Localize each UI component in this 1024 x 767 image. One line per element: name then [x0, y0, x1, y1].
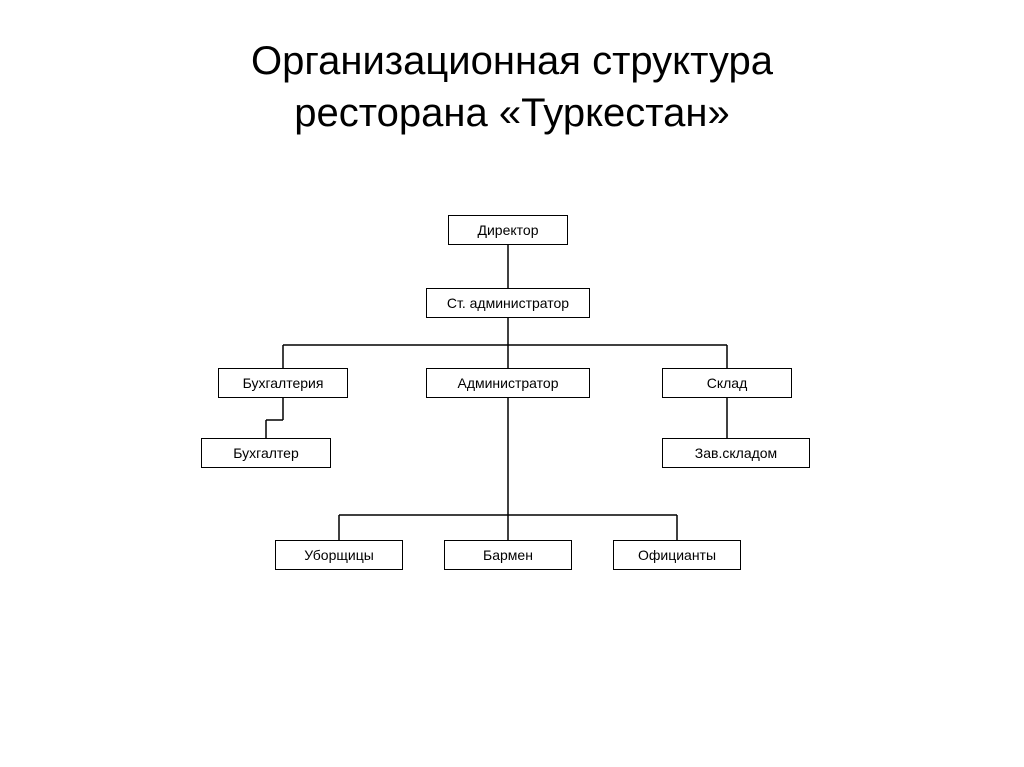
node-label: Зав.складом [695, 445, 777, 461]
title-line-2: ресторана «Туркестан» [294, 91, 729, 135]
node-label: Бухгалтер [233, 445, 298, 461]
node-label: Ст. администратор [447, 295, 569, 311]
node-label: Бармен [483, 547, 533, 563]
node-accountant: Бухгалтер [201, 438, 331, 468]
node-waiters: Официанты [613, 540, 741, 570]
node-label: Уборщицы [304, 547, 374, 563]
node-bartender: Бармен [444, 540, 572, 570]
node-label: Склад [707, 375, 748, 391]
node-label: Администратор [457, 375, 558, 391]
org-chart: Директор Ст. администратор Бухгалтерия А… [0, 200, 1024, 700]
node-senior-admin: Ст. администратор [426, 288, 590, 318]
node-accounting: Бухгалтерия [218, 368, 348, 398]
node-cleaners: Уборщицы [275, 540, 403, 570]
node-warehouse: Склад [662, 368, 792, 398]
node-admin: Администратор [426, 368, 590, 398]
node-label: Директор [478, 222, 539, 238]
node-wh-manager: Зав.складом [662, 438, 810, 468]
node-director: Директор [448, 215, 568, 245]
page-title: Организационная структура ресторана «Тур… [0, 0, 1024, 139]
node-label: Официанты [638, 547, 716, 563]
chart-connectors [0, 200, 1024, 700]
node-label: Бухгалтерия [243, 375, 324, 391]
title-line-1: Организационная структура [251, 39, 773, 83]
